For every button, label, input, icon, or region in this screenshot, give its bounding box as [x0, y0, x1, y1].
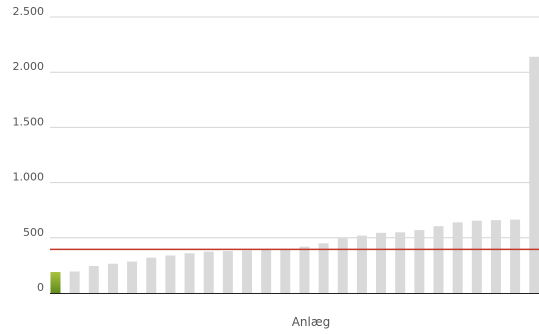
y-axis-tick-labels: 0 500 1.000 1.500 2.000 2.500 [13, 5, 45, 294]
bar [280, 249, 290, 293]
bar [491, 220, 501, 293]
gridlines [50, 17, 539, 238]
bar [453, 222, 463, 293]
bar [472, 221, 482, 293]
bar [89, 266, 99, 293]
bars [51, 57, 539, 293]
bar-highlighted [51, 272, 61, 293]
bar [204, 252, 214, 293]
bar [70, 271, 80, 293]
bar [165, 255, 175, 293]
bar [146, 258, 156, 293]
y-tick-label: 1.500 [13, 115, 45, 128]
bar [319, 243, 329, 293]
bar [395, 232, 405, 293]
bar [376, 233, 386, 293]
y-tick-label: 1.000 [13, 171, 45, 184]
bar [223, 251, 233, 293]
bar [434, 226, 444, 293]
x-axis-label: Anlæg [292, 315, 331, 329]
bar [357, 236, 367, 293]
bar [414, 230, 424, 293]
bar [261, 250, 271, 293]
bar [127, 262, 137, 293]
bar [510, 220, 520, 293]
bar [338, 238, 348, 293]
y-tick-label: 2.500 [13, 5, 45, 18]
bar [529, 57, 539, 293]
y-tick-label: 2.000 [13, 60, 45, 73]
bar [108, 264, 118, 293]
y-tick-label: 500 [23, 226, 44, 239]
y-tick-label: 0 [37, 281, 44, 294]
bar [299, 247, 309, 293]
bar [185, 253, 195, 293]
bar [242, 250, 252, 293]
